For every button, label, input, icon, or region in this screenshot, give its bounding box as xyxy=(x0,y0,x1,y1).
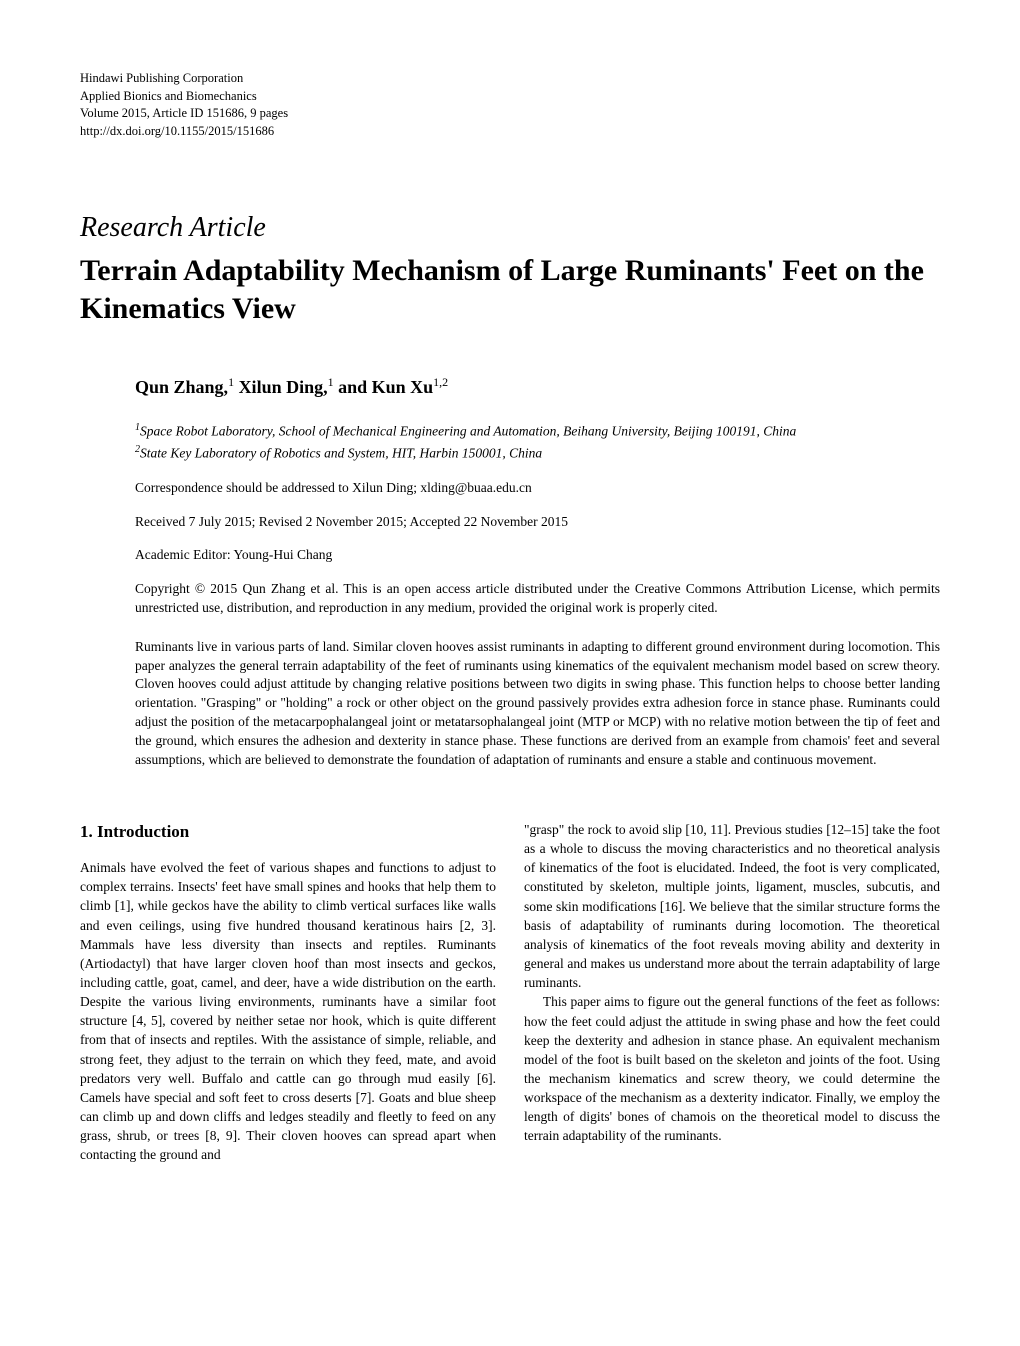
column-right: "grasp" the rock to avoid slip [10, 11].… xyxy=(524,820,940,1165)
publication-header: Hindawi Publishing Corporation Applied B… xyxy=(80,70,940,140)
authors: Qun Zhang,1 Xilun Ding,1 and Kun Xu1,2 xyxy=(135,375,940,399)
affiliation-1: Space Robot Laboratory, School of Mechan… xyxy=(140,423,796,438)
journal-name: Applied Bionics and Biomechanics xyxy=(80,88,940,106)
abstract: Ruminants live in various parts of land.… xyxy=(135,638,940,770)
body-paragraph: Animals have evolved the feet of various… xyxy=(80,858,496,1165)
body-paragraph: "grasp" the rock to avoid slip [10, 11].… xyxy=(524,820,940,992)
body-columns: 1. Introduction Animals have evolved the… xyxy=(80,820,940,1165)
body-paragraph: This paper aims to figure out the genera… xyxy=(524,992,940,1145)
doi-link: http://dx.doi.org/10.1155/2015/151686 xyxy=(80,123,940,141)
affiliation-2: State Key Laboratory of Robotics and Sys… xyxy=(140,445,542,460)
academic-editor: Academic Editor: Young-Hui Chang xyxy=(135,546,940,564)
article-title: Terrain Adaptability Mechanism of Large … xyxy=(80,252,940,327)
volume-info: Volume 2015, Article ID 151686, 9 pages xyxy=(80,105,940,123)
affiliations: 1Space Robot Laboratory, School of Mecha… xyxy=(135,420,940,464)
copyright-notice: Copyright © 2015 Qun Zhang et al. This i… xyxy=(135,580,940,618)
column-left: 1. Introduction Animals have evolved the… xyxy=(80,820,496,1165)
correspondence: Correspondence should be addressed to Xi… xyxy=(135,479,940,497)
article-type: Research Article xyxy=(80,210,940,246)
publisher-name: Hindawi Publishing Corporation xyxy=(80,70,940,88)
article-dates: Received 7 July 2015; Revised 2 November… xyxy=(135,513,940,531)
section-heading-introduction: 1. Introduction xyxy=(80,820,496,844)
